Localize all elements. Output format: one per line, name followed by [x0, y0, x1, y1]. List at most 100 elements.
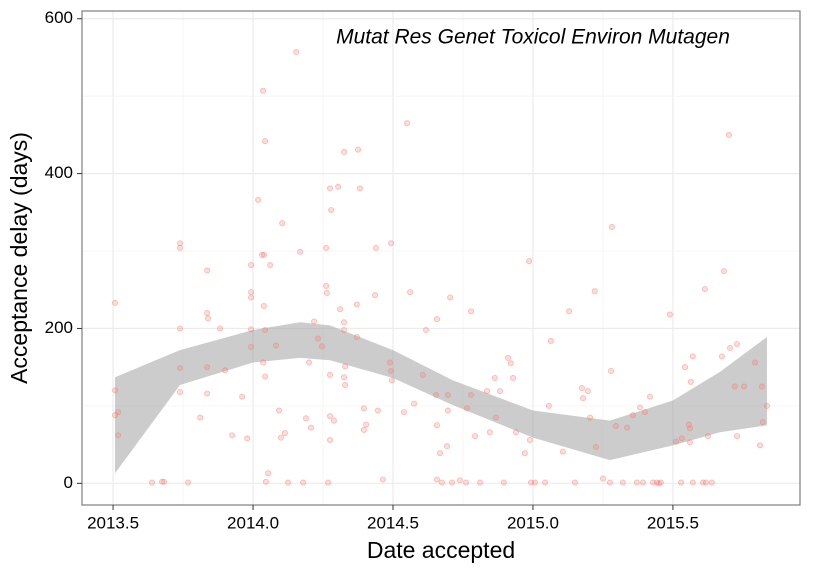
data-point: [302, 415, 309, 422]
data-point: [689, 479, 696, 486]
data-point: [599, 475, 606, 482]
confidence-band: [115, 322, 767, 474]
data-point: [578, 385, 585, 392]
data-point: [260, 251, 267, 258]
data-point: [260, 359, 267, 366]
data-point: [545, 402, 552, 409]
data-point: [468, 308, 475, 315]
x-tick-label: 2014.0: [227, 513, 279, 532]
data-point: [444, 443, 451, 450]
data-point: [176, 388, 183, 395]
data-point: [468, 392, 475, 399]
data-point: [456, 477, 463, 484]
data-point: [360, 405, 367, 412]
data-point: [449, 479, 456, 486]
data-point: [197, 414, 204, 421]
data-point: [386, 359, 393, 366]
data-point: [379, 476, 386, 483]
data-point: [342, 363, 349, 370]
data-point: [337, 306, 344, 313]
x-tick-label: 2013.5: [87, 513, 139, 532]
data-point: [584, 388, 591, 395]
data-point: [372, 244, 379, 251]
data-point: [463, 405, 470, 412]
data-point: [571, 479, 578, 486]
data-point: [260, 87, 267, 94]
data-point: [678, 435, 685, 442]
data-point: [685, 421, 692, 428]
data-point: [112, 387, 119, 394]
data-point: [293, 49, 300, 56]
data-point: [258, 251, 265, 258]
data-point: [681, 364, 688, 371]
data-point: [388, 377, 395, 384]
data-point: [718, 353, 725, 360]
data-point: [531, 479, 538, 486]
y-tick-label: 600: [45, 8, 73, 27]
data-point: [204, 309, 211, 316]
data-point: [279, 220, 286, 227]
data-point: [360, 426, 367, 433]
data-point: [229, 432, 236, 439]
x-tick-label: 2015.5: [647, 513, 699, 532]
data-point: [176, 244, 183, 251]
data-point: [505, 354, 512, 361]
data-point: [311, 318, 318, 325]
data-point: [734, 340, 741, 347]
data-point: [486, 429, 493, 436]
data-point: [672, 438, 679, 445]
data-point: [484, 388, 491, 395]
data-point: [323, 289, 330, 296]
data-point: [341, 319, 348, 326]
data-point: [222, 367, 229, 374]
data-point: [580, 395, 587, 402]
data-point: [725, 131, 732, 138]
data-point: [353, 301, 360, 308]
data-point: [265, 470, 272, 477]
x-tick-label: 2014.5: [367, 513, 419, 532]
data-point: [701, 285, 708, 292]
data-point: [363, 421, 370, 428]
data-point: [281, 429, 288, 436]
data-point: [318, 343, 325, 350]
data-point: [756, 442, 763, 449]
data-point: [496, 388, 503, 395]
data-point: [559, 448, 566, 455]
data-point: [306, 359, 313, 366]
data-point: [566, 308, 573, 315]
data-point: [759, 419, 766, 426]
data-point: [655, 480, 662, 487]
data-point: [353, 333, 360, 340]
data-point: [176, 364, 183, 371]
data-point: [438, 479, 445, 486]
data-point: [112, 412, 119, 419]
data-point: [323, 282, 330, 289]
data-point: [314, 335, 321, 342]
data-point: [619, 479, 626, 486]
data-point: [731, 383, 738, 390]
data-point: [276, 407, 283, 414]
data-point: [624, 424, 631, 431]
data-point: [248, 294, 255, 301]
data-point: [720, 268, 727, 275]
data-point: [433, 316, 440, 323]
data-point: [278, 434, 285, 441]
data-point: [527, 479, 534, 486]
data-point: [641, 409, 648, 416]
data-point: [248, 261, 255, 268]
data-point: [653, 479, 660, 486]
data-point: [307, 424, 314, 431]
data-point: [300, 479, 307, 486]
data-point: [444, 392, 451, 399]
data-point: [285, 479, 292, 486]
plot-border: [81, 10, 801, 506]
data-point: [433, 422, 440, 429]
data-point: [325, 479, 332, 486]
data-point: [260, 303, 267, 310]
axes: 2013.5 2014.0 2014.5 2015.0 2015.5 0 200 400 600: [45, 8, 699, 532]
data-point: [323, 244, 330, 251]
data-point: [751, 359, 758, 366]
data-point: [633, 479, 640, 486]
data-point: [447, 294, 454, 301]
